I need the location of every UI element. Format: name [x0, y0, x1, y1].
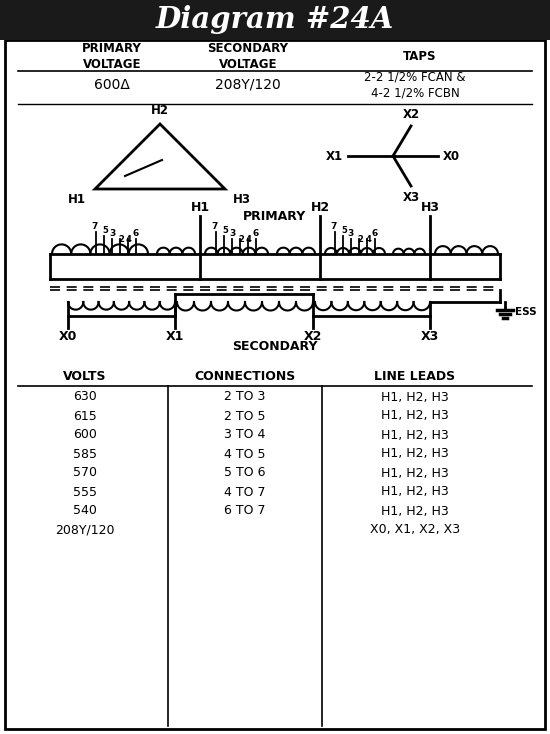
Text: 4: 4: [365, 235, 371, 244]
Text: PRIMARY: PRIMARY: [243, 209, 307, 222]
Text: 615: 615: [73, 410, 97, 423]
Text: TAPS: TAPS: [403, 49, 437, 62]
Text: X2: X2: [304, 330, 322, 343]
Text: 208Y/120: 208Y/120: [215, 78, 281, 92]
Text: H1: H1: [68, 193, 86, 206]
Text: X1: X1: [166, 330, 184, 343]
Text: H1, H2, H3: H1, H2, H3: [381, 410, 449, 423]
Text: 3 TO 4: 3 TO 4: [224, 429, 266, 441]
Text: H2: H2: [151, 104, 169, 117]
Text: 6: 6: [133, 229, 139, 238]
Text: 6 TO 7: 6 TO 7: [224, 504, 266, 517]
Text: 585: 585: [73, 448, 97, 460]
Text: Diagram #24A: Diagram #24A: [156, 5, 394, 34]
Text: H1, H2, H3: H1, H2, H3: [381, 467, 449, 479]
Text: 7: 7: [92, 222, 98, 231]
Text: X3: X3: [403, 191, 420, 204]
Text: 7: 7: [212, 222, 218, 231]
Bar: [0, 0, 550, 40]
Text: H1: H1: [190, 201, 210, 214]
Text: X2: X2: [403, 108, 420, 121]
Text: X0, X1, X2, X3: X0, X1, X2, X3: [370, 523, 460, 537]
Text: 570: 570: [73, 467, 97, 479]
Text: SECONDARY: SECONDARY: [232, 340, 318, 352]
Text: PRIMARY
VOLTAGE: PRIMARY VOLTAGE: [82, 42, 142, 70]
Text: X0: X0: [443, 150, 460, 162]
Text: 4 TO 7: 4 TO 7: [224, 485, 266, 498]
Text: H2: H2: [310, 201, 329, 214]
Text: 2: 2: [238, 235, 244, 244]
Text: CONNECTIONS: CONNECTIONS: [194, 369, 296, 382]
Text: 2-2 1/2% FCAN &
4-2 1/2% FCBN: 2-2 1/2% FCAN & 4-2 1/2% FCBN: [364, 70, 466, 100]
Text: 555: 555: [73, 485, 97, 498]
Text: X0: X0: [59, 330, 77, 343]
Text: X1: X1: [326, 150, 343, 162]
Text: H1, H2, H3: H1, H2, H3: [381, 485, 449, 498]
Text: H1, H2, H3: H1, H2, H3: [381, 448, 449, 460]
Text: X3: X3: [421, 330, 439, 343]
Text: H1, H2, H3: H1, H2, H3: [381, 429, 449, 441]
Text: LINE LEADS: LINE LEADS: [375, 369, 455, 382]
Text: 540: 540: [73, 504, 97, 517]
Text: 5: 5: [341, 226, 347, 235]
Text: 3: 3: [229, 229, 235, 238]
Text: VOLTS: VOLTS: [63, 369, 107, 382]
Text: ESS: ESS: [515, 307, 537, 317]
Text: 7: 7: [331, 222, 337, 231]
Text: 4 TO 5: 4 TO 5: [224, 448, 266, 460]
Text: 600: 600: [73, 429, 97, 441]
Text: H1, H2, H3: H1, H2, H3: [381, 390, 449, 404]
Text: 600Δ: 600Δ: [94, 78, 130, 92]
Text: 2 TO 3: 2 TO 3: [224, 390, 266, 404]
Text: 2 TO 5: 2 TO 5: [224, 410, 266, 423]
Text: 208Y/120: 208Y/120: [55, 523, 115, 537]
Text: 5: 5: [222, 226, 228, 235]
Text: H3: H3: [421, 201, 439, 214]
Text: 2: 2: [118, 235, 124, 244]
Text: 3: 3: [348, 229, 354, 238]
Text: 5: 5: [102, 226, 108, 235]
Text: 2: 2: [357, 235, 363, 244]
Text: 6: 6: [372, 229, 378, 238]
Text: 5 TO 6: 5 TO 6: [224, 467, 266, 479]
Text: H1, H2, H3: H1, H2, H3: [381, 504, 449, 517]
Text: SECONDARY
VOLTAGE: SECONDARY VOLTAGE: [207, 42, 289, 70]
Text: 4: 4: [246, 235, 252, 244]
Text: 630: 630: [73, 390, 97, 404]
Text: H3: H3: [233, 193, 251, 206]
Text: 6: 6: [253, 229, 259, 238]
Text: 3: 3: [109, 229, 115, 238]
Text: 4: 4: [126, 235, 132, 244]
